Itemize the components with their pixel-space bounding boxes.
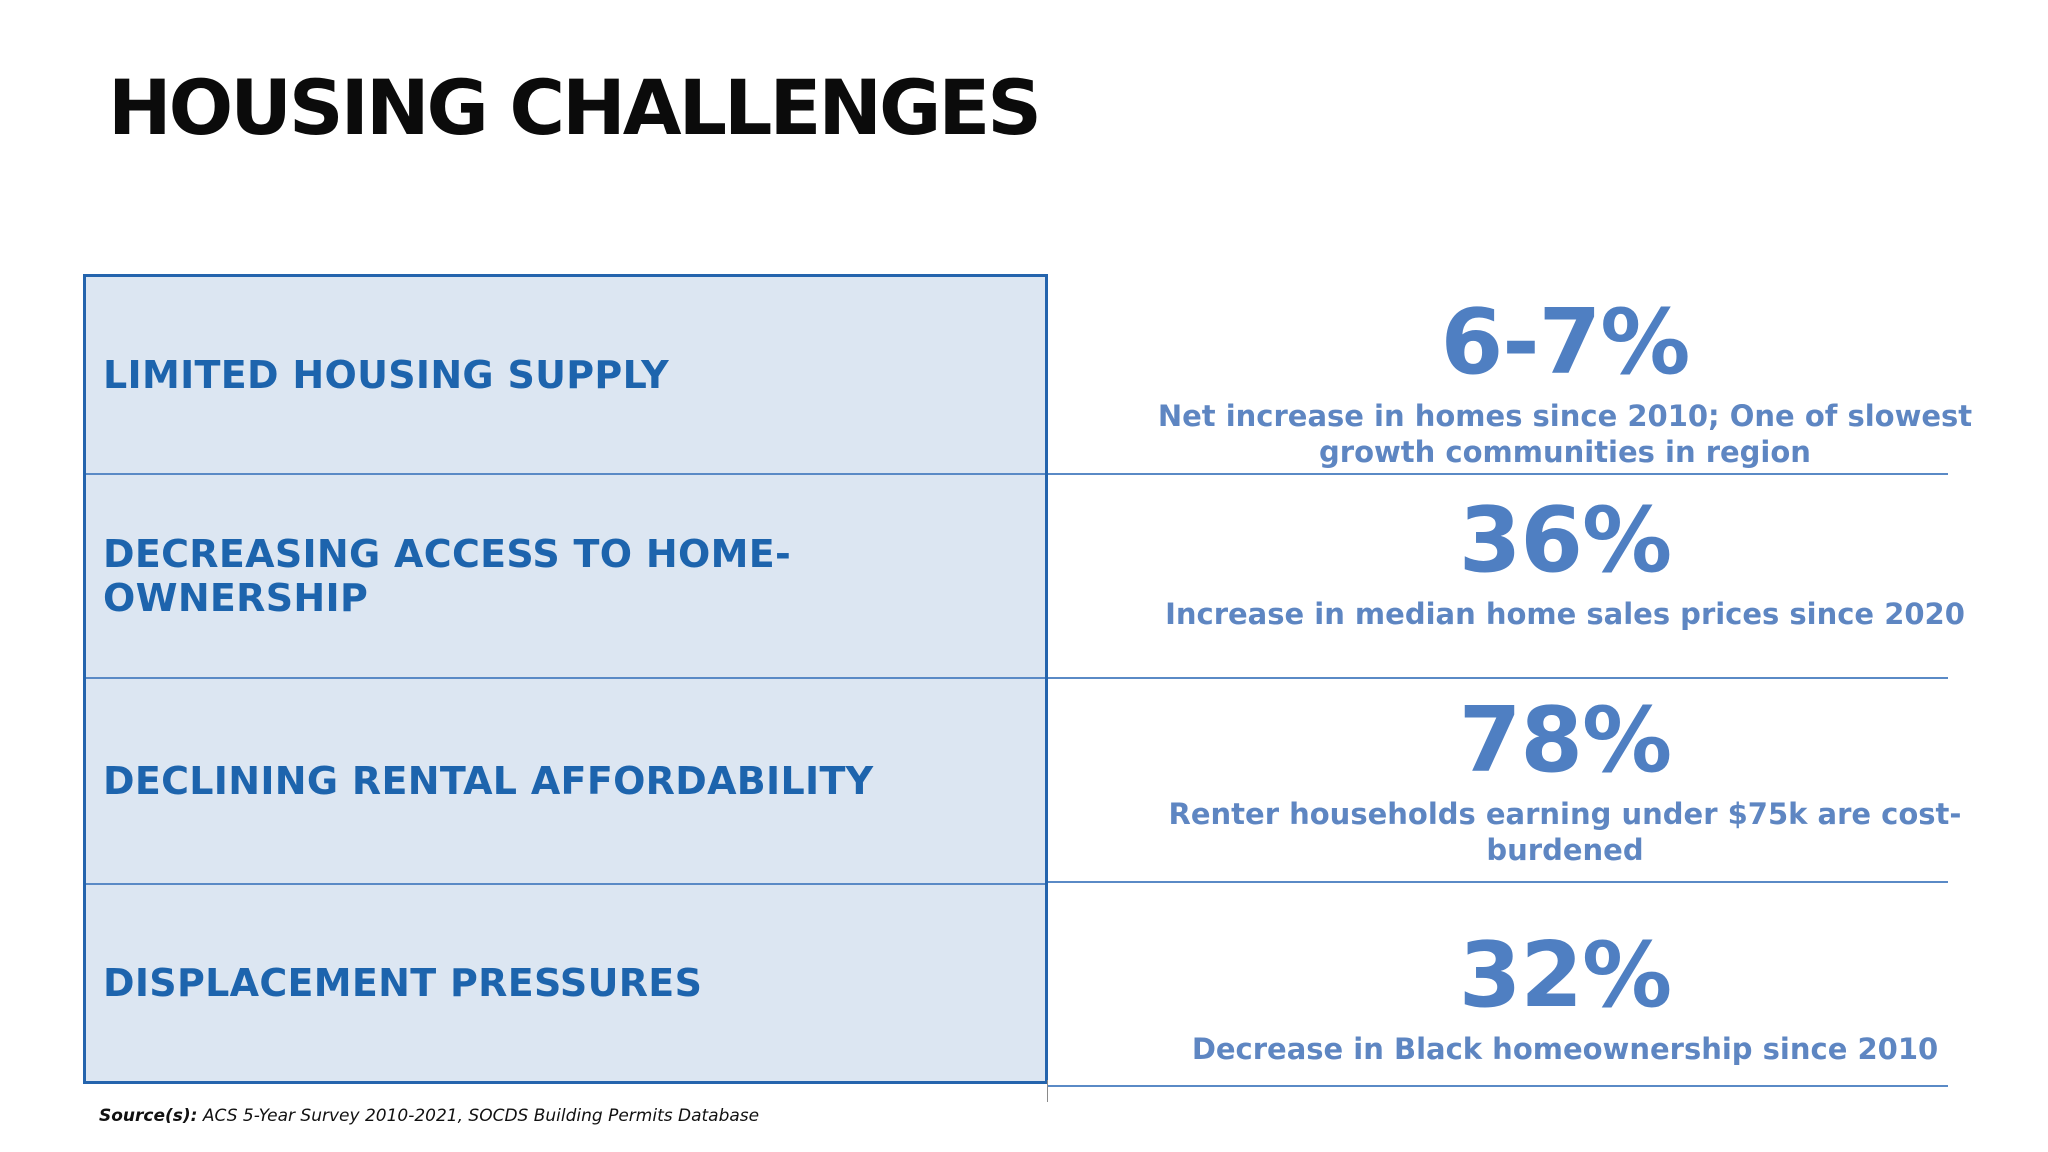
- source-text: ACS 5-Year Survey 2010-2021, SOCDS Build…: [202, 1106, 760, 1126]
- stat-block: 36% Increase in median home sales prices…: [1050, 496, 2048, 632]
- challenge-label: DECLINING RENTAL AFFORDABILITY: [103, 759, 874, 803]
- stat-divider: [1048, 473, 1948, 475]
- challenge-label: DISPLACEMENT PRESSURES: [103, 961, 703, 1005]
- stat-divider: [1048, 1085, 1948, 1087]
- challenge-row: DECLINING RENTAL AFFORDABILITY: [86, 679, 1045, 883]
- column-tick: [1047, 1080, 1048, 1102]
- stat-divider: [1048, 881, 1948, 883]
- challenge-row: DISPLACEMENT PRESSURES: [86, 885, 1045, 1081]
- row-divider: [86, 677, 1045, 679]
- challenges-panel: LIMITED HOUSING SUPPLY DECREASING ACCESS…: [83, 274, 1048, 1084]
- stat-description: Increase in median home sales prices sin…: [1165, 597, 1965, 631]
- stat-value: 78%: [1458, 688, 1672, 793]
- source-note: Source(s): ACS 5-Year Survey 2010-2021, …: [99, 1106, 759, 1126]
- row-divider: [86, 883, 1045, 885]
- stat-description: Net increase in homes since 2010; One of…: [1157, 399, 1973, 470]
- challenge-label: DECREASING ACCESS TO HOME-OWNERSHIP: [103, 532, 792, 620]
- challenge-row: LIMITED HOUSING SUPPLY: [86, 277, 1045, 473]
- row-divider: [86, 473, 1045, 475]
- stat-value: 32%: [1458, 923, 1672, 1028]
- stat-description: Decrease in Black homeownership since 20…: [1191, 1032, 1939, 1066]
- stat-divider: [1048, 677, 1948, 679]
- challenge-label: LIMITED HOUSING SUPPLY: [103, 353, 669, 397]
- stat-block: 32% Decrease in Black homeownership sinc…: [1050, 931, 2048, 1067]
- stat-block: 78% Renter households earning under $75k…: [1050, 696, 2048, 869]
- page-title: HOUSING CHALLENGES: [108, 63, 1042, 152]
- stat-block: 6-7% Net increase in homes since 2010; O…: [1050, 298, 2048, 471]
- stat-description: Renter households earning under $75k are…: [1168, 797, 1962, 868]
- stat-value: 6-7%: [1440, 290, 1691, 395]
- stat-value: 36%: [1458, 488, 1672, 593]
- challenge-row: DECREASING ACCESS TO HOME-OWNERSHIP: [86, 475, 1045, 677]
- source-label: Source(s):: [99, 1106, 198, 1126]
